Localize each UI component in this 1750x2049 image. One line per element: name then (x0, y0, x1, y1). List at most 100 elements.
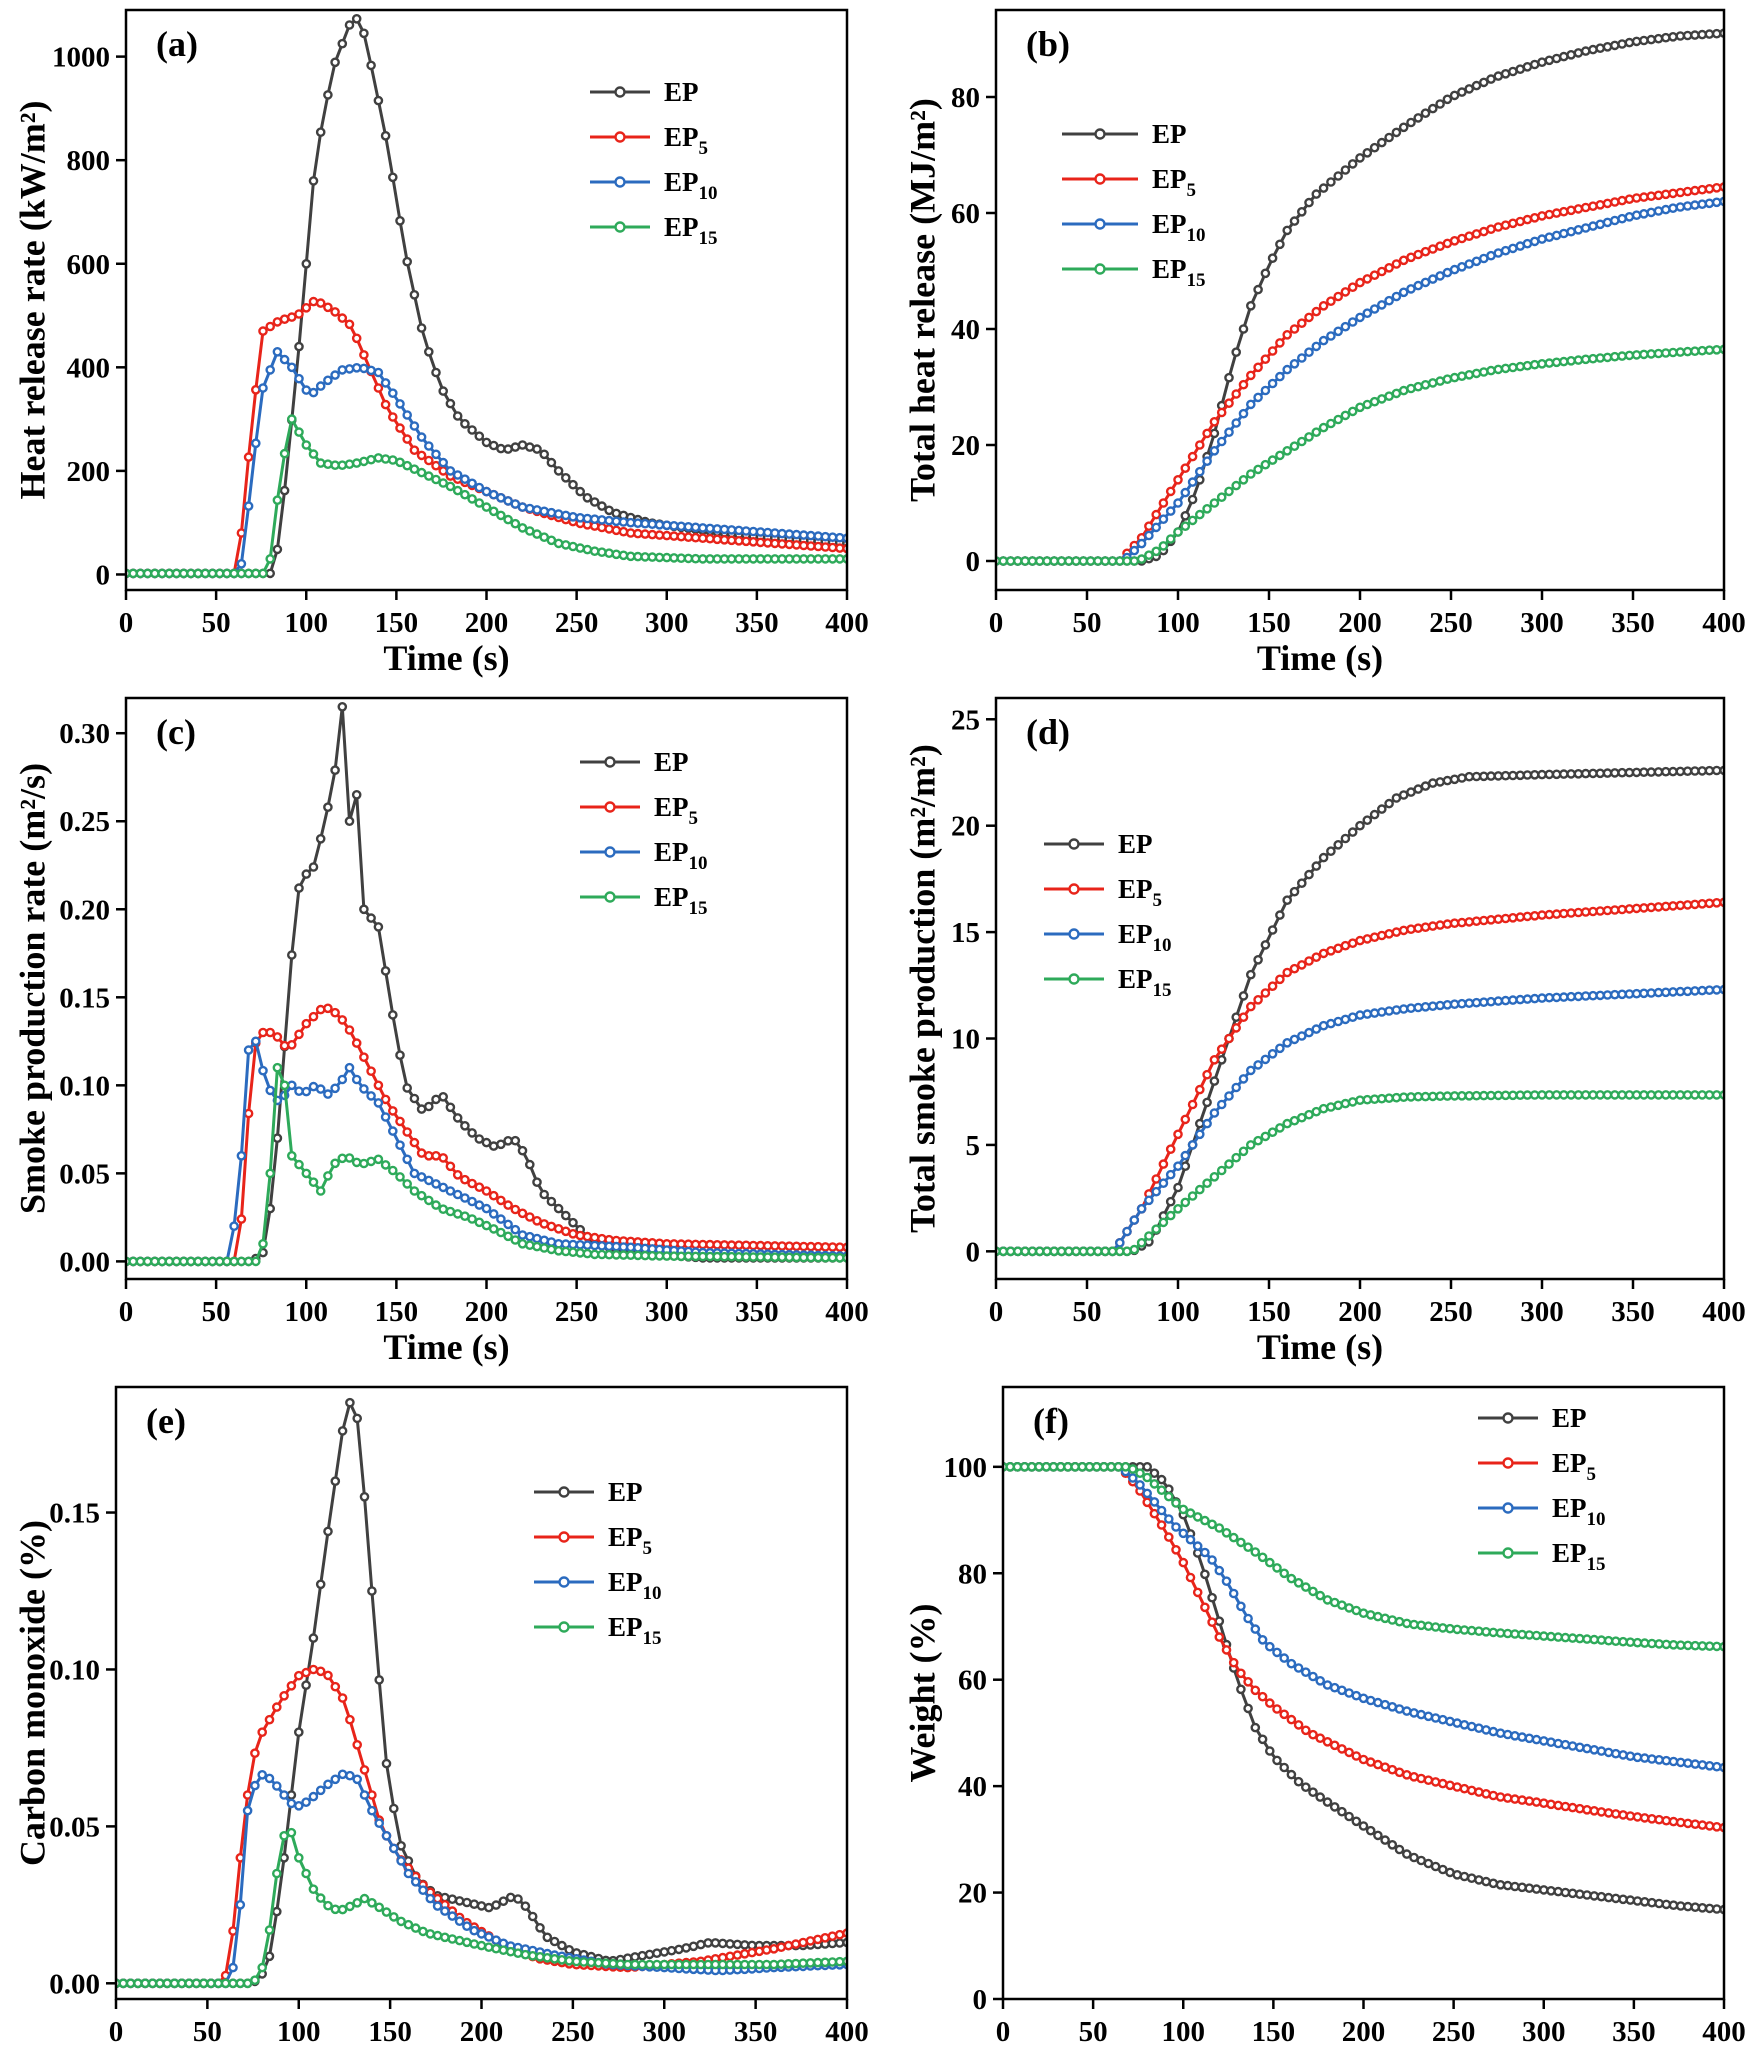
point-ep (351, 790, 362, 800)
point-ep10 (373, 1098, 384, 1108)
point-ep10 (1135, 1480, 1145, 1490)
point-ep15 (725, 1959, 735, 1970)
point-ep5 (330, 1681, 341, 1692)
legend: EP EP5 EP10 EP15 (534, 1477, 662, 1649)
point-ep (1355, 820, 1365, 831)
point-ep5 (1544, 209, 1555, 220)
point-ep (272, 1133, 283, 1143)
legend-label-ep: EP (664, 77, 699, 107)
point-ep15 (409, 1186, 420, 1196)
point-ep (1224, 372, 1234, 383)
point-ep10 (1151, 1186, 1161, 1197)
point-ep10 (1180, 1150, 1191, 1161)
point-ep (387, 1010, 398, 1020)
point-ep (474, 431, 485, 442)
point-ep (315, 127, 326, 137)
point-ep (1365, 1825, 1376, 1836)
point-ep5 (1293, 1720, 1304, 1730)
point-ep5 (1282, 329, 1292, 340)
point-ep5 (1187, 1099, 1198, 1110)
point-ep10 (403, 1868, 414, 1879)
point-ep10 (1493, 996, 1504, 1006)
point-ep5 (1279, 1709, 1289, 1720)
point-ep10 (402, 410, 413, 420)
point-ep5 (1544, 909, 1555, 920)
point-ep10 (460, 1193, 470, 1203)
point-ep5 (1151, 509, 1161, 520)
point-ep (1611, 1893, 1621, 1904)
point-ep (1690, 30, 1700, 40)
point-ep5 (402, 434, 413, 444)
point-ep5 (1228, 1657, 1239, 1668)
point-ep (345, 1397, 355, 1408)
point-ep15 (286, 414, 297, 424)
point-ep5 (1216, 1044, 1227, 1054)
point-ep5 (1297, 318, 1307, 329)
point-ep (1275, 910, 1285, 920)
point-ep10 (1207, 1555, 1217, 1565)
legend-subscript: 10 (689, 853, 708, 874)
point-ep5 (1631, 903, 1642, 914)
point-ep5 (1588, 201, 1598, 211)
x-axis-title: Time (s) (383, 638, 509, 678)
point-ep5 (747, 1947, 757, 1958)
point-ep15 (510, 1235, 521, 1245)
point-ep (1580, 46, 1591, 56)
point-ep (1304, 197, 1314, 208)
point-ep (1293, 1776, 1304, 1787)
point-ep15 (481, 502, 492, 512)
point-ep5 (1653, 190, 1664, 201)
series-ep15 (116, 1827, 847, 1989)
point-ep15 (1267, 455, 1278, 465)
point-ep10 (1231, 1082, 1241, 1093)
point-ep10 (1253, 392, 1263, 403)
x-tick-label: 400 (825, 2016, 869, 2048)
point-ep15 (503, 514, 513, 525)
point-ep5 (293, 1670, 304, 1681)
y-tick-label: 20 (951, 811, 980, 843)
legend-marker-ep15 (1502, 1547, 1514, 1559)
point-ep (561, 1210, 571, 1221)
point-ep5 (1495, 1792, 1506, 1802)
point-ep10 (344, 364, 355, 374)
point-ep15 (652, 1959, 662, 1970)
point-ep (1282, 895, 1292, 906)
x-tick-label: 50 (202, 1296, 231, 1328)
point-ep15 (582, 544, 593, 555)
point-ep15 (1200, 1515, 1210, 1526)
point-ep (1391, 793, 1402, 803)
point-ep5 (1282, 967, 1292, 978)
point-ep10 (1653, 206, 1664, 216)
x-tick-label: 300 (1520, 607, 1564, 639)
legend-subscript: 10 (1153, 935, 1172, 956)
point-ep5 (236, 1214, 247, 1224)
point-ep10 (410, 1877, 421, 1887)
point-ep10 (447, 1911, 458, 1921)
point-ep10 (1165, 506, 1176, 516)
point-ep5 (359, 1052, 369, 1062)
point-ep15 (440, 1932, 450, 1943)
plot-frame (994, 8, 1726, 592)
point-ep (1180, 511, 1191, 521)
point-ep (696, 1939, 706, 1950)
point-ep (732, 1939, 743, 1950)
x-axis-title: Time (s) (378, 2047, 504, 2049)
point-ep5 (1471, 916, 1482, 927)
point-ep (380, 130, 391, 141)
point-ep5 (1351, 1751, 1362, 1761)
point-ep (525, 1159, 535, 1170)
point-ep5 (1573, 204, 1584, 214)
point-ep (366, 913, 376, 923)
point-ep5 (301, 302, 312, 313)
legend-label-ep10: EP10 (1118, 919, 1172, 956)
point-ep (681, 1943, 692, 1953)
point-ep5 (1711, 182, 1722, 193)
point-ep10 (1391, 1005, 1402, 1015)
point-ep10 (330, 1774, 341, 1785)
point-ep15 (454, 1935, 465, 1946)
point-ep5 (294, 309, 304, 319)
point-ep (1544, 55, 1555, 66)
point-ep15 (1362, 1094, 1373, 1105)
point-ep15 (1500, 363, 1511, 374)
legend-marker-ep10 (604, 846, 616, 858)
